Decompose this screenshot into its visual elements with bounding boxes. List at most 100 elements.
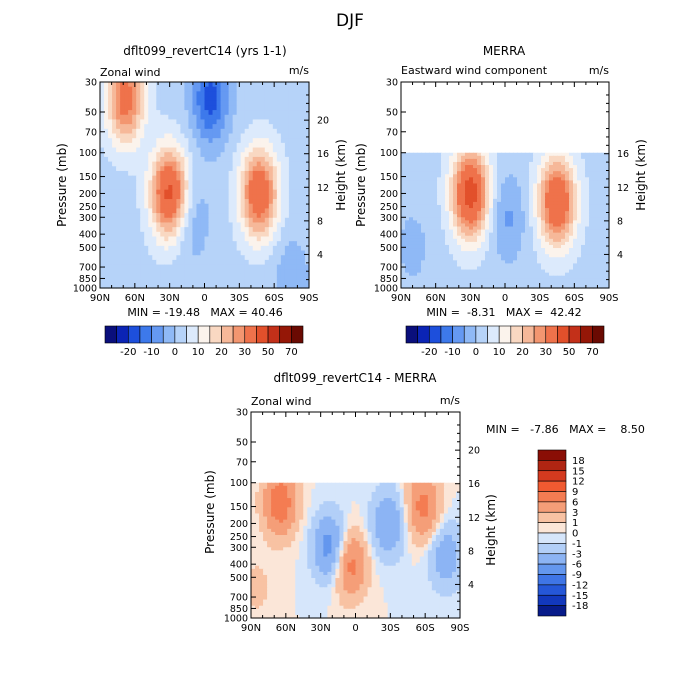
contour-cell — [581, 214, 586, 218]
contour-cell — [605, 198, 610, 203]
contour-cell — [228, 283, 234, 289]
contour-cell — [136, 100, 141, 107]
contour-cell — [405, 217, 410, 221]
contour-cell — [429, 195, 434, 200]
contour-cell — [553, 201, 558, 206]
contour-cell — [196, 250, 202, 256]
contour-cell — [569, 238, 574, 243]
contour-cell — [168, 269, 173, 275]
contour-cell — [589, 177, 594, 181]
contour-cell — [164, 124, 169, 130]
contour-cell — [453, 168, 458, 172]
contour-cell — [447, 485, 453, 490]
contour-cell — [493, 244, 498, 249]
contour-cell — [525, 241, 530, 246]
contour-cell — [204, 245, 210, 252]
contour-cell — [172, 100, 177, 107]
contour-cell — [148, 264, 153, 270]
contour-cell — [279, 485, 284, 490]
contour-cell — [561, 278, 566, 283]
contour-cell — [168, 142, 173, 149]
contour-cell — [417, 278, 422, 283]
contour-cell — [116, 82, 121, 88]
contour-cell — [288, 96, 294, 102]
contour-cell — [401, 266, 406, 271]
contour-cell — [232, 86, 238, 92]
contour-cell — [252, 133, 258, 139]
contour-cell — [272, 110, 278, 116]
contour-cell — [525, 171, 530, 175]
contour-cell — [148, 278, 153, 284]
contour-cell — [359, 488, 365, 493]
contour-cell — [212, 241, 218, 247]
contour-cell — [180, 180, 185, 186]
contour-cell — [208, 222, 214, 228]
contour-cell — [164, 269, 169, 275]
contour-cell — [409, 161, 414, 166]
contour-cell — [425, 251, 430, 255]
contour-cell — [120, 259, 125, 266]
contour-cell — [533, 275, 538, 280]
contour-cell — [244, 199, 250, 205]
contour-cell — [453, 254, 458, 258]
contour-cell — [525, 235, 530, 240]
contour-cell — [180, 96, 185, 102]
contour-cell — [244, 189, 250, 195]
contour-cell — [292, 213, 298, 219]
contour-cell — [533, 180, 538, 185]
contour-cell — [437, 226, 442, 231]
contour-cell — [549, 254, 554, 258]
contour-cell — [180, 110, 185, 116]
contour-cell — [128, 227, 133, 233]
contour-cell — [160, 250, 165, 256]
contour-cell — [144, 199, 149, 205]
panel-model-stats: MIN = -19.48 MAX = 40.46 — [127, 306, 282, 319]
contour-cell — [184, 269, 190, 275]
contour-cell — [589, 192, 594, 197]
contour-cell — [216, 91, 222, 97]
contour-cell — [409, 281, 414, 286]
contour-cell — [605, 272, 610, 277]
contour-cell — [200, 138, 206, 144]
contour-cell — [485, 254, 490, 258]
contour-cell — [565, 155, 570, 160]
contour-cell — [300, 278, 306, 284]
contour-cell — [184, 255, 190, 261]
contour-cell — [573, 226, 578, 231]
contour-cell — [188, 273, 194, 280]
contour-cell — [116, 227, 121, 233]
contour-cell — [517, 226, 522, 231]
contour-cell — [533, 251, 538, 255]
contour-cell — [180, 203, 185, 210]
contour-cell — [401, 226, 406, 231]
contour-cell — [124, 189, 129, 195]
contour-cell — [232, 245, 238, 252]
contour-cell — [453, 214, 458, 218]
contour-cell — [433, 263, 438, 268]
contour-cell — [140, 269, 145, 275]
contour-cell — [355, 485, 361, 490]
contour-cell — [493, 208, 498, 212]
contour-cell — [256, 82, 262, 88]
contour-cell — [569, 168, 574, 172]
contour-cell — [224, 236, 230, 242]
contour-cell — [260, 213, 266, 219]
contour-cell — [457, 208, 462, 212]
contour-cell — [244, 255, 250, 261]
contour-cell — [212, 96, 218, 102]
contour-cell — [553, 158, 558, 163]
contour-cell — [152, 105, 157, 111]
contour-cell — [449, 183, 454, 188]
contour-cell — [244, 166, 250, 172]
contour-cell — [593, 248, 598, 252]
contour-cell — [601, 229, 606, 234]
contour-cell — [160, 175, 165, 181]
contour-cell — [100, 142, 105, 149]
contour-cell — [180, 156, 185, 163]
contour-cell — [449, 208, 454, 212]
contour-cell — [136, 194, 141, 200]
contour-cell — [409, 229, 414, 234]
contour-cell — [220, 124, 226, 130]
contour-cell — [236, 96, 242, 102]
contour-cell — [521, 238, 526, 243]
